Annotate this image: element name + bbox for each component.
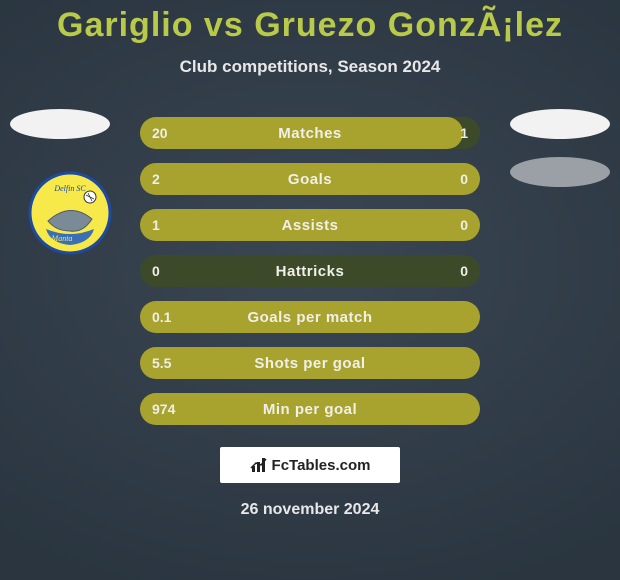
badge-top-text: Delfin SC [53, 184, 86, 193]
stat-row: 5.5Shots per goal [140, 347, 480, 379]
stat-label: Goals per match [140, 301, 480, 333]
date-text: 26 november 2024 [241, 501, 380, 519]
stat-label: Min per goal [140, 393, 480, 425]
stat-right-value: 0 [460, 255, 468, 287]
stat-row: 0.1Goals per match [140, 301, 480, 333]
page-title: Gariglio vs Gruezo GonzÃ¡lez [57, 6, 563, 45]
stat-right-value: 0 [460, 209, 468, 241]
site-logo-text: FcTables.com [272, 457, 371, 474]
stat-label: Hattricks [140, 255, 480, 287]
stat-row: 0Hattricks0 [140, 255, 480, 287]
chart-icon [250, 456, 268, 474]
content-root: Gariglio vs Gruezo GonzÃ¡lez Club compet… [0, 0, 620, 580]
stat-right-value: 0 [460, 163, 468, 195]
stat-label: Goals [140, 163, 480, 195]
club-badge: Delfin SC Manta [28, 171, 112, 255]
stats-area: Delfin SC Manta 20Matches12Goals01Assist… [0, 117, 620, 425]
stat-label: Assists [140, 209, 480, 241]
site-logo: FcTables.com [220, 447, 400, 483]
stat-row: 2Goals0 [140, 163, 480, 195]
stat-right-value: 1 [460, 117, 468, 149]
stat-row: 20Matches1 [140, 117, 480, 149]
stat-label: Matches [140, 117, 480, 149]
player-right-ellipse-2 [510, 157, 610, 187]
stat-row: 1Assists0 [140, 209, 480, 241]
club-badge-svg: Delfin SC Manta [28, 171, 112, 255]
page-subtitle: Club competitions, Season 2024 [180, 57, 441, 77]
player-right-ellipse-1 [510, 109, 610, 139]
stat-label: Shots per goal [140, 347, 480, 379]
badge-bottom-text: Manta [51, 234, 73, 243]
stat-row: 974Min per goal [140, 393, 480, 425]
player-left-ellipse-1 [10, 109, 110, 139]
stat-rows: 20Matches12Goals01Assists00Hattricks00.1… [140, 117, 480, 425]
